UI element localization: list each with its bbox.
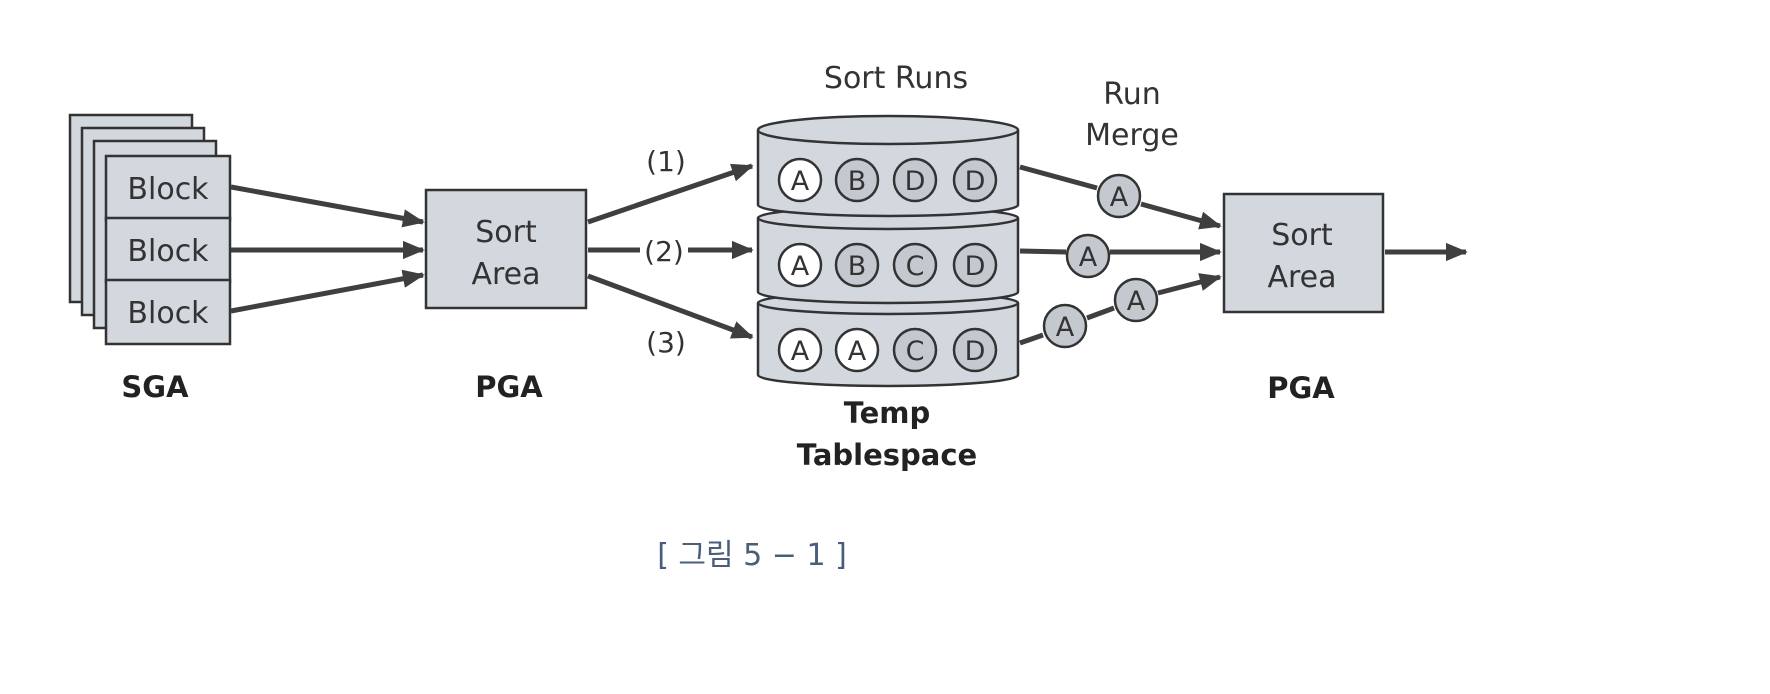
- circle-shape: [892, 157, 938, 203]
- circle-shape: [1096, 173, 1142, 219]
- run-merge-arrows: [1019, 164, 1222, 346]
- sga-block-3: [104, 278, 232, 346]
- circle-letter: A: [791, 166, 810, 197]
- run-item-d-circle: D: [952, 242, 998, 288]
- arrow-1: [587, 163, 754, 225]
- circle-shape: [777, 157, 823, 203]
- merge-line-2a: [1019, 248, 1067, 255]
- sga-to-pga-arrows: [230, 184, 425, 314]
- circle-shape: [777, 327, 823, 373]
- circle-shape: [1042, 303, 1088, 349]
- circle-letter: A: [791, 251, 810, 282]
- run-merge-title-line2: Merge: [1085, 118, 1179, 153]
- pga-right-sort-area-line1: Sort: [1271, 218, 1333, 253]
- pga-right-sort-area: [1222, 192, 1385, 314]
- circle-shape: [952, 242, 998, 288]
- circle-letter: B: [848, 251, 867, 282]
- sga-block-label: Block: [127, 296, 209, 331]
- pga-left-sort-area-line2: Area: [471, 257, 540, 292]
- figure-caption: [ 그림 5 − 1 ]: [657, 538, 847, 573]
- sga-block-label: Block: [127, 172, 209, 207]
- run-item-c-circle: C: [892, 242, 938, 288]
- arrow-label-1: (1): [646, 145, 686, 178]
- merge-arrow-3: [1157, 273, 1222, 296]
- run-item-b-circle: B: [834, 242, 880, 288]
- circle-letter: D: [905, 166, 926, 197]
- pga-right-sort-area-line2: Area: [1267, 260, 1336, 295]
- arrow: [230, 269, 425, 314]
- run-item-a-circle: A: [1042, 303, 1088, 349]
- run-item-b-circle: B: [834, 157, 880, 203]
- run-item-d-circle: D: [952, 327, 998, 373]
- circle-shape: [952, 327, 998, 373]
- run-item-a-circle: A: [1096, 173, 1142, 219]
- circle-shape: [952, 157, 998, 203]
- merge-line-1a: [1019, 164, 1098, 191]
- merge-line-3a: [1019, 332, 1044, 346]
- sort-runs: A B D D A B C D A A C D: [777, 157, 998, 373]
- run-item-a-circle: A: [1065, 233, 1111, 279]
- run-item-a-circle: A: [1113, 277, 1159, 323]
- sort-runs-title: Sort Runs: [824, 61, 968, 96]
- run-item-a-circle: A: [777, 327, 823, 373]
- circle-shape: [777, 242, 823, 288]
- circle-shape: [1065, 233, 1111, 279]
- arrow-label-3: (3): [646, 326, 686, 359]
- circle-letter: C: [906, 251, 925, 282]
- circle-shape: [892, 242, 938, 288]
- arrow: [230, 184, 425, 228]
- merge-line-3b: [1086, 305, 1115, 321]
- sga-block-stack: Block Block Block: [68, 113, 232, 346]
- circle-shape: [834, 327, 880, 373]
- run-item-d-circle: D: [892, 157, 938, 203]
- sga-block-1: [104, 154, 232, 222]
- cylinder-segment-1: [756, 130, 1020, 218]
- run-item-a-circle: A: [777, 242, 823, 288]
- circle-letter: D: [965, 251, 986, 282]
- temp-label-line1: Temp: [844, 396, 931, 430]
- circle-letter: D: [965, 336, 986, 367]
- circle-shape: [892, 327, 938, 373]
- circle-shape: [834, 242, 880, 288]
- circle-letter: A: [1110, 182, 1129, 213]
- cylinder-segment-3: [756, 303, 1020, 388]
- pga-left-sort-area: [424, 188, 588, 310]
- merge-arrow-1: [1140, 201, 1222, 230]
- arrow-label-2: (2): [644, 235, 684, 268]
- cylinder-segment-2: [756, 218, 1020, 305]
- pga-left-sort-area-line1: Sort: [475, 215, 537, 250]
- run-merge-title-line1: Run: [1103, 77, 1161, 112]
- circle-letter: A: [1079, 242, 1098, 273]
- temp-tablespace-cylinder: [756, 114, 1020, 388]
- circle-letter: B: [848, 166, 867, 197]
- circle-letter: A: [1056, 312, 1075, 343]
- pga-left-label: PGA: [475, 370, 543, 404]
- cylinder-top: [756, 114, 1020, 146]
- temp-label-line2: Tablespace: [797, 438, 977, 472]
- sga-label: SGA: [121, 370, 189, 404]
- circle-shape: [834, 157, 880, 203]
- run-item-c-circle: C: [892, 327, 938, 373]
- arrow-3: [587, 273, 754, 340]
- circle-shape: [1113, 277, 1159, 323]
- pga-right-label: PGA: [1267, 371, 1335, 405]
- sga-block-label: Block: [127, 234, 209, 269]
- circle-letter: C: [906, 336, 925, 367]
- pga-to-temp-arrows: [587, 163, 754, 340]
- circle-letter: A: [1127, 286, 1146, 317]
- run-item-a-circle: A: [777, 157, 823, 203]
- run-item-d-circle: D: [952, 157, 998, 203]
- circle-letter: D: [965, 166, 986, 197]
- circle-letter: A: [848, 336, 867, 367]
- circle-letter: A: [791, 336, 810, 367]
- run-item-a-circle: A: [834, 327, 880, 373]
